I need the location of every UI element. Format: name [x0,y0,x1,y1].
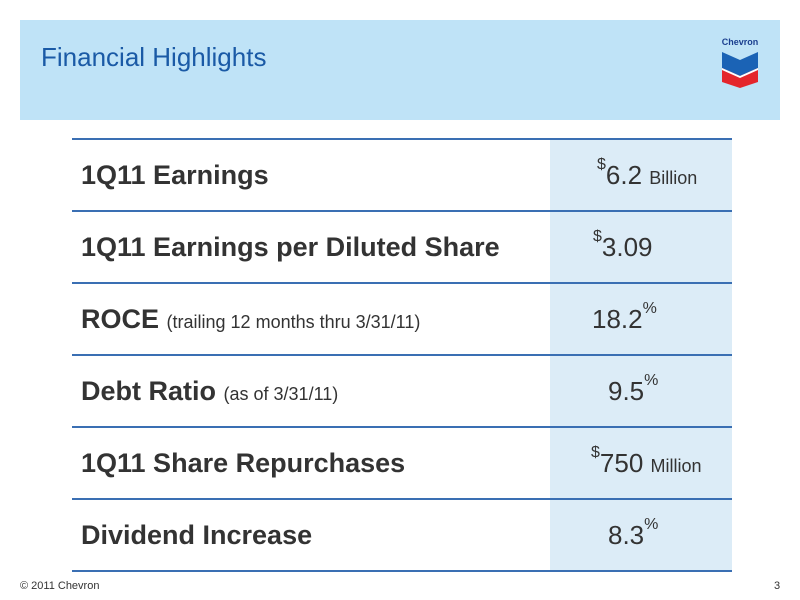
table-row: 1Q11 Earnings per Diluted Share $3.09 [72,212,732,284]
row-value: $3.09 [593,228,653,262]
value-cell: 18.2% [550,284,732,354]
row-label: Dividend Increase [81,520,313,550]
value-cell: 8.3% [550,500,732,570]
value-cell: $6.2 Billion [550,140,732,210]
row-value: $6.2 Billion [597,156,698,190]
chevron-logo: Chevron [715,37,765,101]
label-cell: 1Q11 Earnings per Diluted Share [72,212,550,282]
row-value: 8.3% [608,516,659,550]
table-row: ROCE (trailing 12 months thru 3/31/11) 1… [72,284,732,356]
value-cell: 9.5% [550,356,732,426]
row-label: 1Q11 Earnings [81,160,269,190]
chevron-emblem-icon [722,52,758,88]
page-number: 3 [774,580,781,592]
value-cell: $750 Million [550,428,732,498]
page-title: Financial Highlights [41,42,267,72]
label-cell: 1Q11 Share Repurchases [72,428,550,498]
table-row: Debt Ratio (as of 3/31/11) 9.5% [72,356,732,428]
logo-wordmark: Chevron [721,37,759,47]
row-label: 1Q11 Share Repurchases [81,448,406,478]
header-banner: Financial Highlights Chevron [20,20,780,120]
label-cell: Dividend Increase [72,500,550,570]
row-value: $750 Million [591,444,702,478]
label-cell: ROCE (trailing 12 months thru 3/31/11) [72,284,550,354]
value-cell: $3.09 [550,212,732,282]
row-label: 1Q11 Earnings per Diluted Share [81,232,500,262]
copyright-text: © 2011 Chevron [20,580,100,592]
row-value: 18.2% [592,300,657,334]
table-row: 1Q11 Earnings $6.2 Billion [72,140,732,212]
row-label: ROCE (trailing 12 months thru 3/31/11) [81,304,421,334]
highlights-table: 1Q11 Earnings $6.2 Billion 1Q11 Earnings… [72,138,732,572]
label-cell: Debt Ratio (as of 3/31/11) [72,356,550,426]
row-value: 9.5% [608,372,659,406]
row-label: Debt Ratio (as of 3/31/11) [81,376,339,406]
table-row: Dividend Increase 8.3% [72,500,732,572]
label-cell: 1Q11 Earnings [72,140,550,210]
table-row: 1Q11 Share Repurchases $750 Million [72,428,732,500]
